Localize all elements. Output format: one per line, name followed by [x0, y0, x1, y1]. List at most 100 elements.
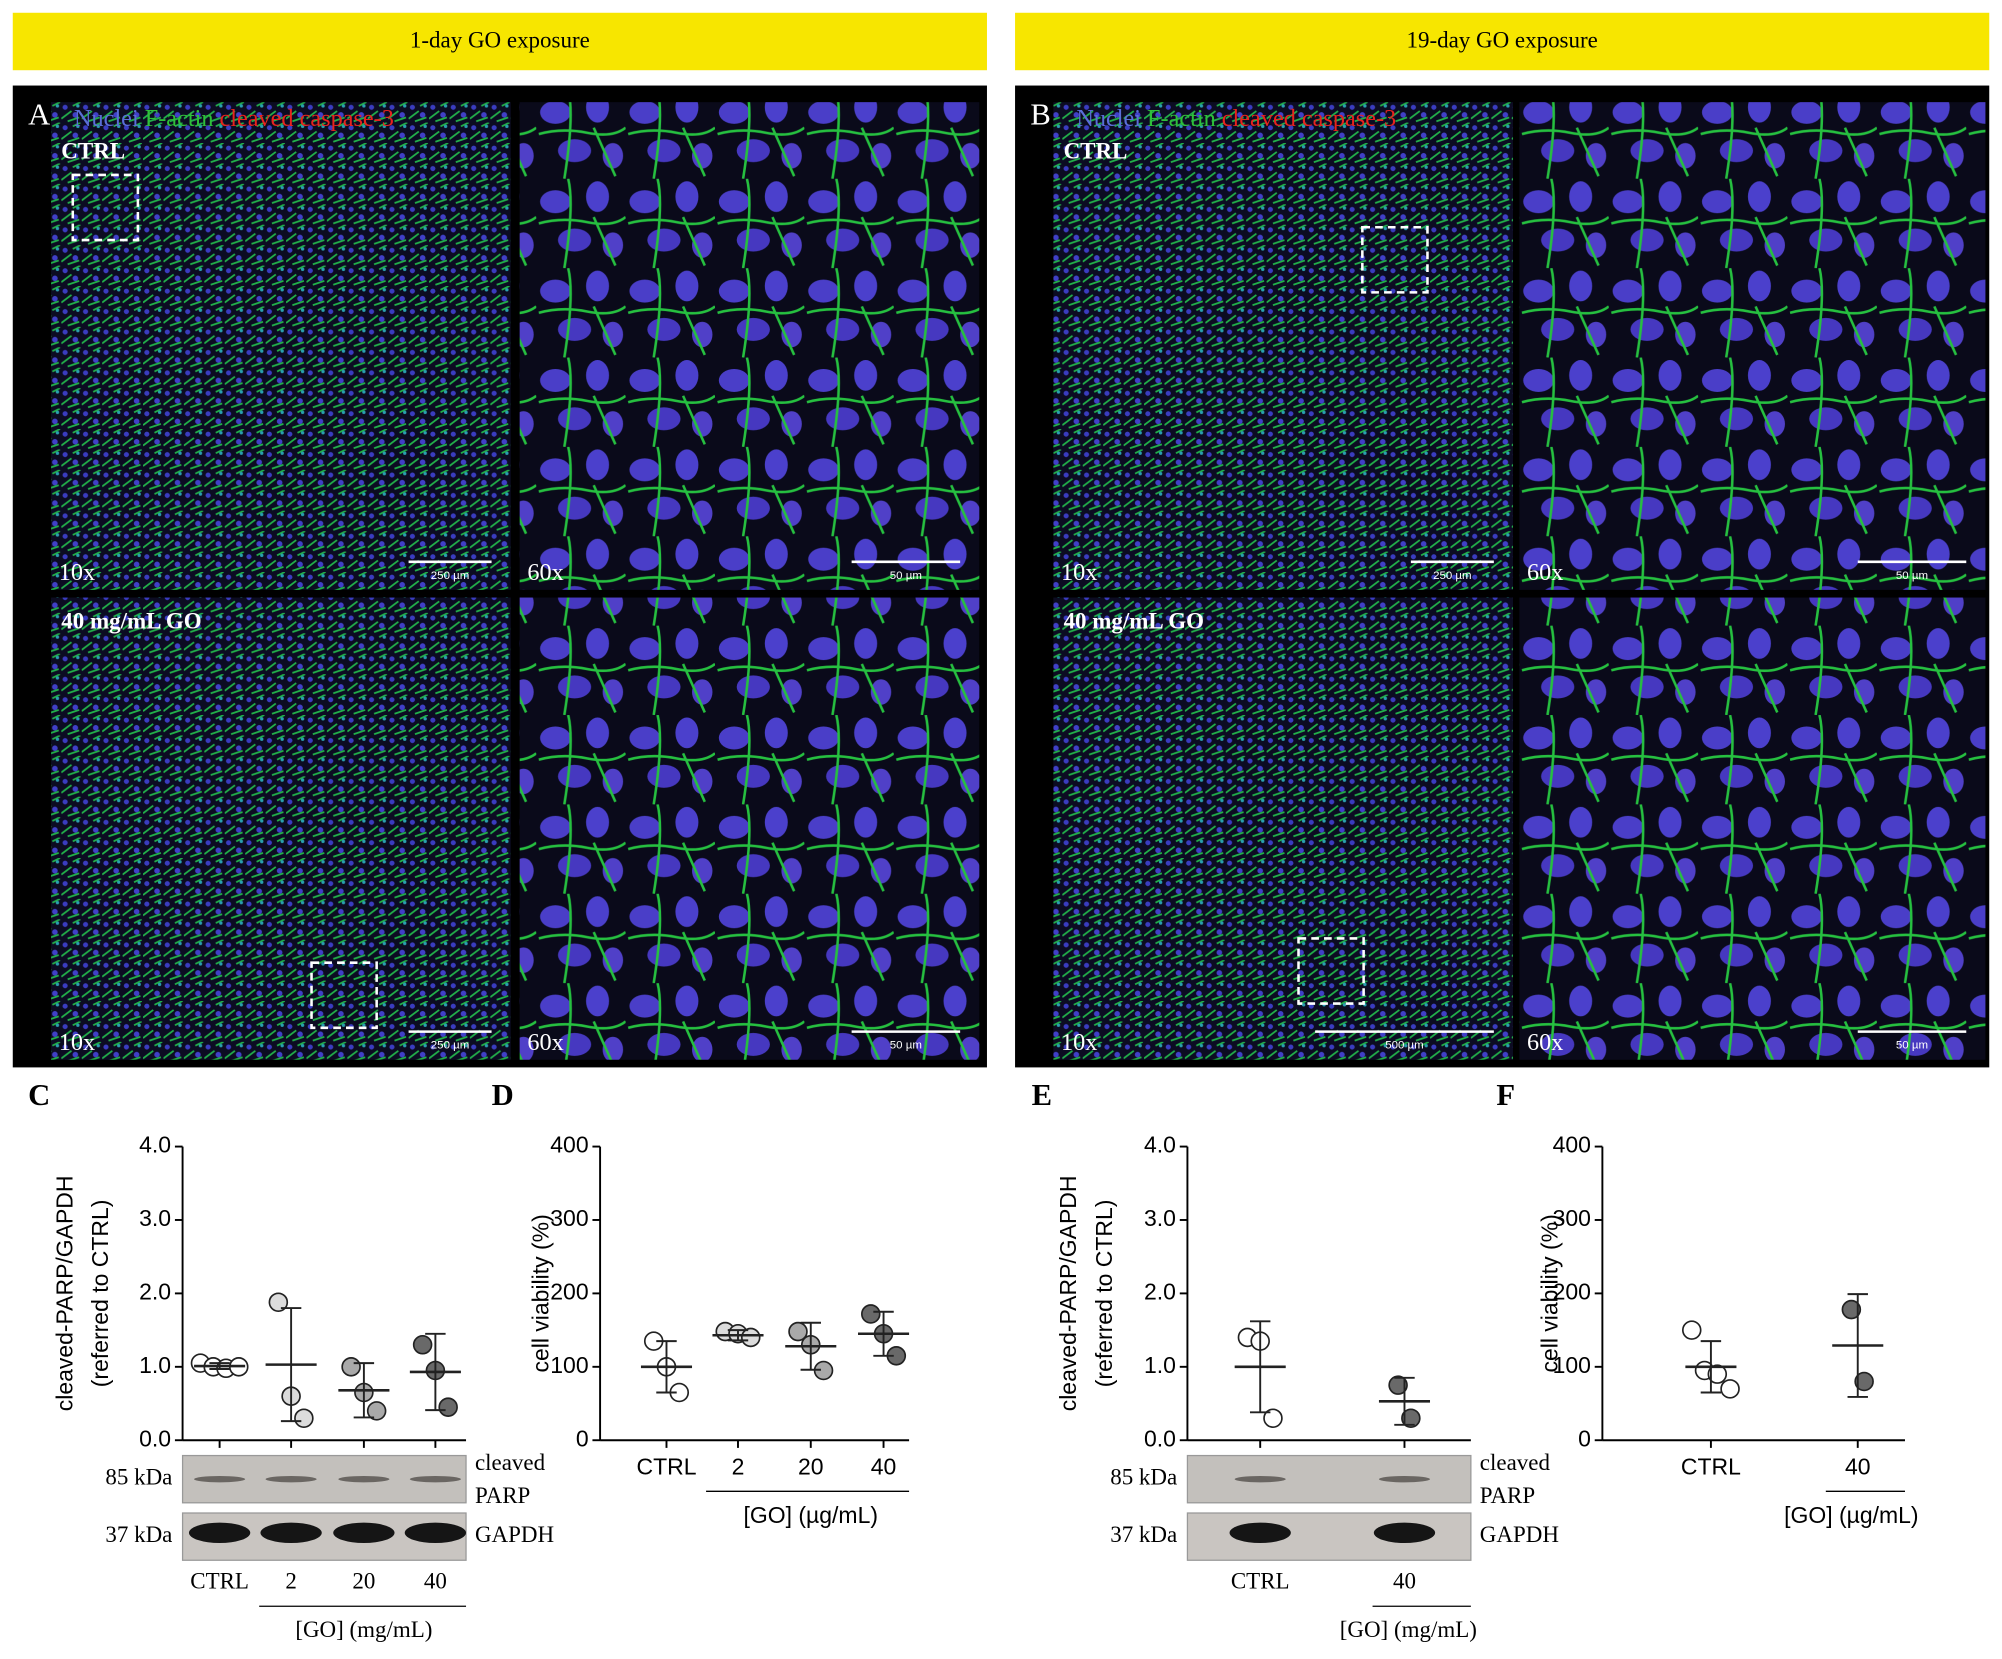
y-axis-label: cell viability (%) — [528, 1214, 554, 1372]
y-tick-label: 2.0 — [139, 1278, 171, 1304]
blot-band — [1229, 1522, 1291, 1544]
data-point — [1707, 1364, 1728, 1384]
y-tick-label: 0 — [1578, 1425, 1591, 1451]
scale-label: 250 µm — [1433, 570, 1472, 582]
y-tick-label: 0.0 — [1144, 1425, 1176, 1451]
stain-label: Nuclei — [74, 105, 139, 132]
data-point — [1841, 1299, 1862, 1320]
micrograph — [1519, 597, 1986, 1060]
micrograph — [51, 597, 511, 1060]
stain-label: Nuclei — [1076, 105, 1141, 132]
zoom-box — [1297, 937, 1365, 1005]
y-tick-label: 200 — [1553, 1278, 1591, 1304]
blot-protein: GAPDH — [1480, 1522, 1559, 1547]
blot-band — [404, 1522, 467, 1544]
micrograph — [1053, 597, 1514, 1060]
magnification: 60x — [527, 559, 563, 586]
x-tick-label: CTRL — [190, 1569, 249, 1594]
y-tick-label: 2.0 — [1144, 1278, 1176, 1304]
data-point — [1263, 1408, 1283, 1428]
blot-protein: cleaved — [1480, 1450, 1551, 1475]
x-tick-label: 40 — [1845, 1453, 1871, 1479]
magnification: 60x — [1527, 559, 1563, 586]
y-tick-label: 4.0 — [139, 1132, 171, 1158]
blot-band — [188, 1522, 251, 1544]
condition-label: 40 mg/mL GO — [61, 608, 201, 633]
magnification: 10x — [1061, 1029, 1097, 1056]
micrograph — [51, 102, 511, 590]
scale-label: 50 µm — [1896, 570, 1928, 582]
y-tick-label: 0 — [576, 1425, 589, 1451]
scale-label: 250 µm — [431, 570, 470, 582]
x-axis-label: [GO] (µg/mL) — [1784, 1502, 1918, 1528]
x-axis-label: [GO] (mg/mL) — [295, 1617, 432, 1642]
data-point — [740, 1327, 761, 1348]
blot-protein: cleaved — [475, 1450, 546, 1475]
zoom-box — [71, 173, 140, 242]
blot-band — [333, 1522, 395, 1544]
data-point — [341, 1357, 361, 1377]
scale-label: 250 µm — [431, 1040, 470, 1052]
panel-letter: A — [28, 97, 50, 131]
blot-size: 85 kDa — [105, 1464, 172, 1489]
condition-label: 40 mg/mL GO — [1064, 608, 1204, 633]
blot-band — [1234, 1475, 1286, 1483]
x-tick-label: 20 — [798, 1453, 824, 1479]
data-point — [788, 1321, 808, 1342]
scale-label: 50 µm — [890, 1040, 922, 1052]
stain-label: F-actin — [1147, 105, 1216, 132]
panel-letter: E — [1032, 1078, 1052, 1112]
x-axis-label: [GO] (mg/mL) — [1340, 1617, 1477, 1642]
scale-label: 50 µm — [1896, 1040, 1928, 1052]
x-tick-label: 40 — [1393, 1569, 1416, 1594]
y-tick-label: 3.0 — [139, 1205, 171, 1231]
y-tick-label: 200 — [550, 1278, 588, 1304]
data-point — [1401, 1408, 1421, 1428]
data-point — [412, 1335, 433, 1355]
stain-label: cleaved caspase-3 — [1222, 105, 1396, 132]
blot-band — [409, 1475, 461, 1483]
magnification: 10x — [59, 559, 95, 586]
magnification: 60x — [527, 1029, 563, 1056]
data-point — [294, 1408, 314, 1428]
header-bar — [12, 12, 987, 71]
x-tick-label: CTRL — [1231, 1569, 1290, 1594]
y-tick-label: 400 — [1553, 1132, 1591, 1158]
scale-label: 50 µm — [890, 570, 922, 582]
x-axis-label: [GO] (µg/mL) — [744, 1502, 878, 1528]
header-bar — [1015, 12, 1990, 71]
blot-size: 37 kDa — [105, 1522, 172, 1547]
stain-legend: Nuclei F-actin cleaved caspase-3 — [1076, 105, 1396, 132]
panel-letter: B — [1030, 97, 1050, 131]
data-point — [366, 1401, 387, 1421]
blot-size: 85 kDa — [1110, 1464, 1177, 1489]
y-tick-label: 1.0 — [1144, 1352, 1176, 1378]
micrograph — [519, 597, 980, 1060]
blot-protein: PARP — [1480, 1483, 1535, 1508]
y-tick-label: 4.0 — [1144, 1132, 1176, 1158]
blot-band — [1373, 1522, 1436, 1544]
scale-label: 500 µm — [1385, 1040, 1424, 1052]
x-tick-label: 20 — [352, 1569, 375, 1594]
condition-label: CTRL — [1064, 138, 1128, 163]
magnification: 60x — [1527, 1029, 1563, 1056]
data-point — [1388, 1375, 1408, 1395]
micrograph — [1519, 102, 1986, 590]
x-tick-label: 40 — [871, 1453, 897, 1479]
data-point — [1720, 1379, 1740, 1399]
magnification: 10x — [1061, 559, 1097, 586]
x-tick-label: CTRL — [636, 1453, 696, 1479]
stain-legend: Nuclei F-actin cleaved caspase-3 — [74, 105, 394, 132]
data-point — [861, 1304, 881, 1324]
blot-band — [265, 1475, 317, 1483]
condition-label: CTRL — [61, 138, 125, 163]
blot-band — [338, 1475, 390, 1483]
header-text: 19-day GO exposure — [1406, 27, 1597, 52]
y-tick-label: 300 — [1553, 1205, 1591, 1231]
y-tick-label: 1.0 — [139, 1352, 171, 1378]
micrograph — [519, 102, 980, 590]
x-tick-label: 2 — [285, 1569, 296, 1594]
zoom-box — [1361, 225, 1429, 294]
